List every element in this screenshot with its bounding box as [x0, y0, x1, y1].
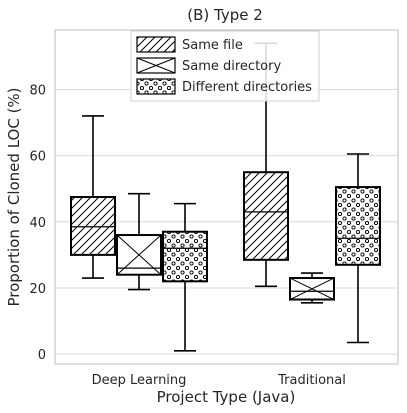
legend-swatch: [136, 78, 176, 95]
legend: Same file Same directory Different directo…: [130, 30, 320, 102]
boxes: [70, 42, 381, 352]
legend-label: Different directories: [182, 80, 312, 95]
cross-diagonal: [289, 277, 335, 300]
legend-label: Same file: [182, 38, 243, 53]
box-body: [162, 230, 208, 283]
legend-swatch-cross: [136, 57, 176, 74]
legend-label: Same directory: [182, 59, 281, 74]
box-diagonal-hatch: [70, 115, 116, 279]
box-cross-hatch: [116, 192, 162, 291]
x-tick-label: Deep Learning: [92, 373, 187, 388]
x-axis-label: Project Type (Java): [157, 388, 296, 406]
y-tick-label: 40: [29, 216, 46, 231]
box-cross-hatch: [289, 272, 335, 304]
box-body: [243, 171, 289, 261]
plot-area-frame: [54, 29, 399, 365]
y-tick-label: 60: [29, 150, 46, 165]
chart-title: (B) Type 2: [187, 6, 263, 24]
legend-swatch: [136, 36, 176, 53]
box-body: [335, 186, 381, 266]
y-tick-label: 0: [38, 348, 46, 363]
box-diagonal-hatch: [243, 42, 289, 288]
box-body: [70, 196, 116, 256]
x-axis-ticks: Deep Learning Traditional: [92, 373, 346, 388]
box-dots: [335, 153, 381, 344]
x-tick-label: Traditional: [277, 373, 346, 388]
y-tick-label: 80: [29, 84, 46, 99]
y-tick-label: 20: [29, 282, 46, 297]
y-axis-ticks: 0 20 40 60 80: [29, 84, 46, 364]
y-axis-label: Proportion of Cloned LOC (%): [5, 87, 23, 306]
box-dots: [162, 202, 208, 352]
